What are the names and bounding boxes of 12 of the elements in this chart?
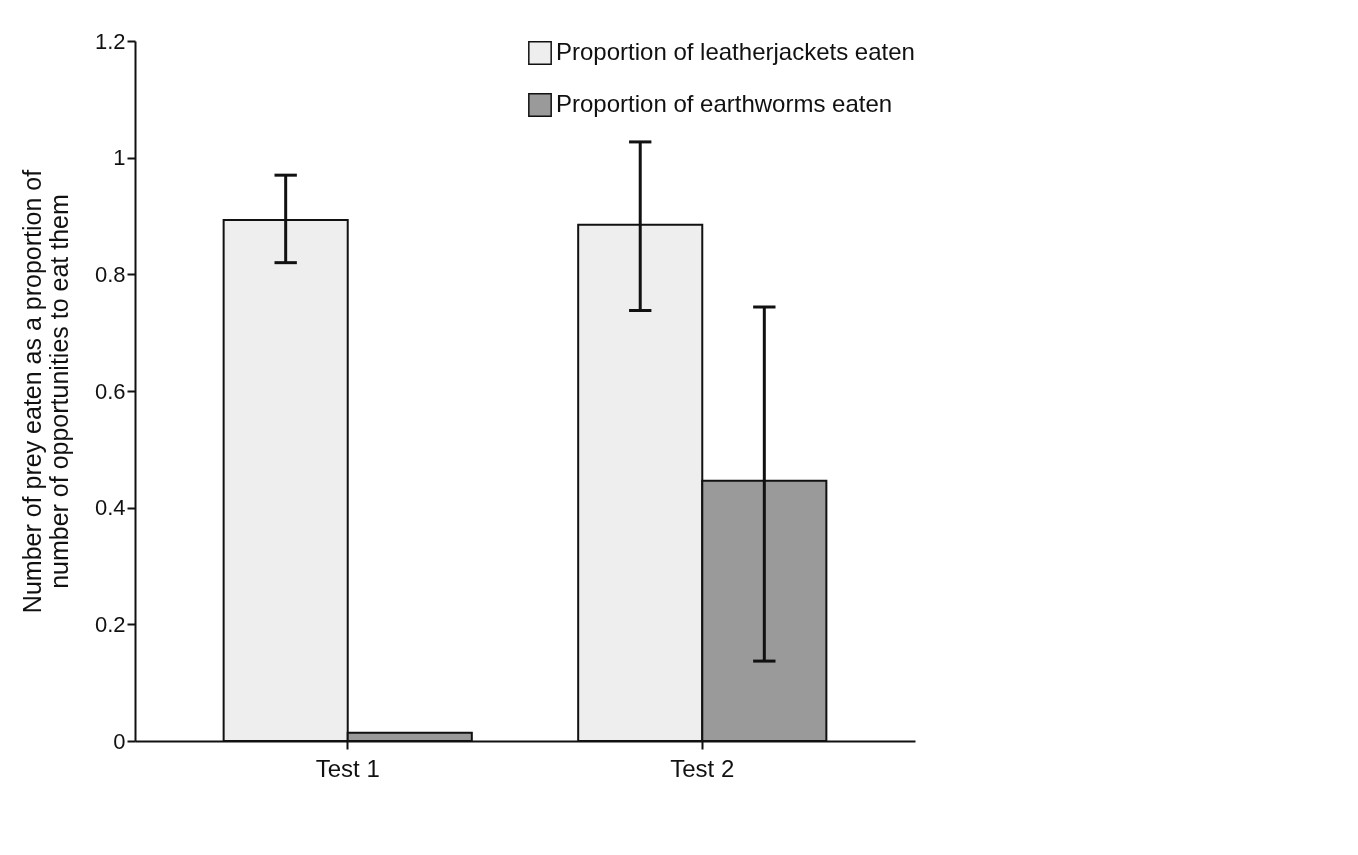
- x-tick-label: Test 1: [315, 754, 380, 782]
- y-tick-label: 0.2: [94, 611, 126, 637]
- y-tick-label: 0.4: [94, 495, 126, 521]
- y-tick-label: 0.8: [94, 261, 126, 287]
- legend-label: Proportion of earthworms eaten: [556, 90, 893, 117]
- y-tick-label: 0.6: [94, 378, 126, 404]
- y-tick-label: 1.2: [94, 28, 126, 54]
- x-tick-label: Test 2: [670, 754, 735, 782]
- y-tick-label: 0: [113, 728, 126, 754]
- y-axis-title: Number of prey eaten as a proportion of number of opportunities to eat them: [17, 169, 73, 614]
- y-tick-label: 1: [113, 145, 126, 171]
- legend-label: Proportion of leatherjackets eaten: [556, 38, 915, 65]
